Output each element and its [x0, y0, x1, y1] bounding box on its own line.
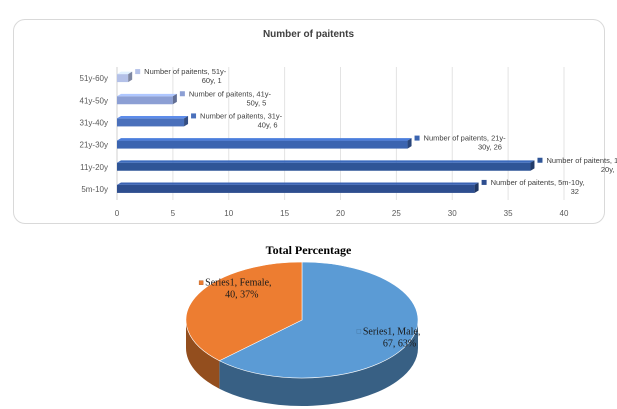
- bar-end-face: [128, 71, 133, 83]
- bar-top-face: [117, 160, 535, 163]
- x-tick-label: 15: [280, 209, 289, 218]
- data-label: Number of paitents, 31y-: [200, 111, 283, 120]
- bar-top-face: [117, 116, 189, 119]
- x-tick-label: 35: [504, 209, 513, 218]
- data-label-marker: [135, 69, 141, 75]
- pie-slice-side: [219, 320, 418, 407]
- y-tick-label: 21y-30y: [80, 141, 108, 150]
- data-label: Number of paitents, 11y-: [546, 156, 617, 165]
- bar-chart-title: Number of paitents: [262, 29, 355, 40]
- data-label-marker: [537, 157, 543, 163]
- y-tick-label: 5m-10y: [81, 185, 108, 194]
- y-tick-label: 11y-20y: [80, 163, 108, 172]
- data-label-marker: [414, 135, 420, 141]
- pie-slice: [218, 261, 419, 379]
- y-tick-label: 41y-50y: [80, 96, 108, 105]
- data-label: Number of paitents, 41y-: [189, 89, 272, 98]
- data-label: 32: [571, 187, 579, 196]
- pie-chart-title: Total Percentage: [265, 243, 352, 257]
- pie-label-marker: [198, 280, 204, 285]
- bar-end-face: [184, 116, 189, 127]
- pie-slice: [185, 261, 303, 362]
- x-tick-label: 20: [336, 209, 345, 218]
- x-tick-label: 10: [224, 209, 233, 218]
- x-tick-label: 40: [560, 209, 569, 218]
- x-tick-label: 25: [392, 209, 401, 218]
- pie-label-text: Series1, Male,: [363, 326, 421, 337]
- pie-label-marker: [356, 329, 362, 334]
- data-label: 40y, 6: [258, 120, 278, 129]
- x-tick-label: 30: [448, 209, 457, 218]
- data-label: 20y, 37: [601, 165, 617, 174]
- pie-label-text: 40, 37%: [225, 290, 258, 301]
- bar-end-face: [172, 93, 177, 105]
- bar: [117, 162, 531, 171]
- data-label: Number of paitents, 21y-: [424, 134, 507, 143]
- data-label: 50y, 5: [246, 98, 266, 107]
- bar-end-face: [530, 160, 535, 171]
- data-label: 60y, 1: [202, 76, 222, 85]
- data-label-marker: [191, 113, 197, 119]
- pie-slice-side: [186, 320, 220, 389]
- data-label-marker: [179, 91, 185, 97]
- bar: [117, 74, 129, 83]
- bar-top-face: [117, 182, 479, 185]
- bar-top-face: [117, 138, 412, 141]
- y-tick-label: 31y-40y: [80, 118, 108, 127]
- pie-label-text: Series1, Female,: [205, 278, 271, 289]
- bar: [117, 140, 408, 149]
- bar-end-face: [407, 138, 412, 149]
- x-tick-label: 5: [171, 209, 176, 218]
- data-label: 30y, 26: [478, 143, 502, 152]
- bar-top-face: [117, 93, 177, 97]
- bar-top-face: [117, 71, 133, 75]
- data-label: Number of paitents, 51y-: [144, 67, 227, 76]
- bar-end-face: [474, 182, 479, 193]
- pie-label: Series1, Male,67, 63%: [356, 326, 421, 349]
- data-label: Number of paitents, 5m-10y,: [491, 178, 585, 187]
- bar: [117, 118, 185, 127]
- data-label-marker: [481, 179, 487, 185]
- bar: [117, 96, 173, 105]
- y-tick-label: 51y-60y: [80, 74, 108, 83]
- x-tick-label: 0: [115, 209, 120, 218]
- pie-label-text: 67, 63%: [383, 338, 416, 349]
- bar: [117, 184, 475, 193]
- pie-label: Series1, Female,40, 37%: [198, 278, 272, 301]
